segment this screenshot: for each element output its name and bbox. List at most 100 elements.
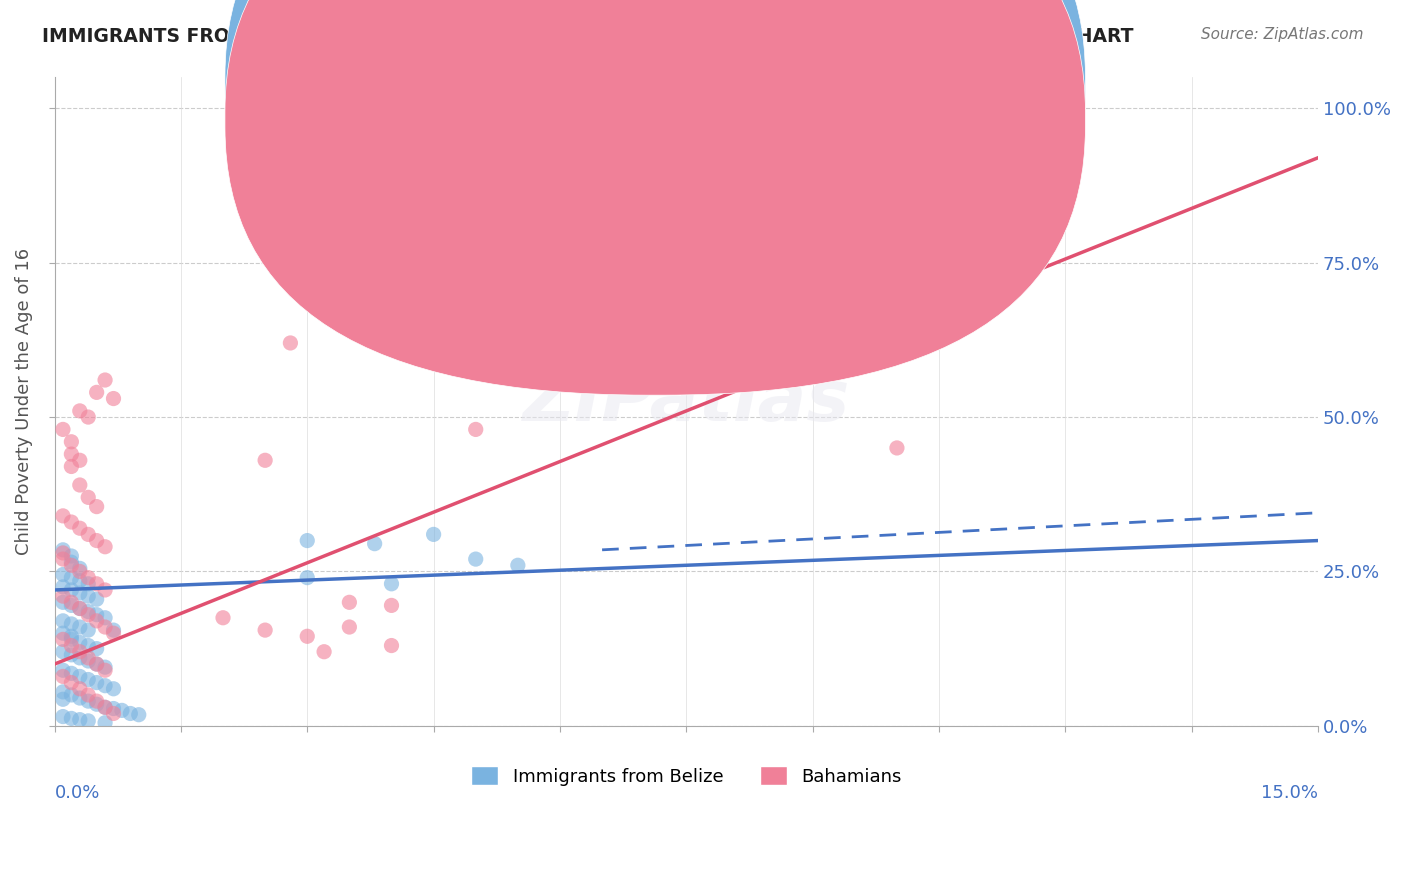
Point — [94, 582, 117, 597]
Point — [69, 574, 91, 588]
Point — [60, 666, 83, 681]
Point — [280, 335, 302, 350]
Point — [886, 441, 908, 455]
Point — [60, 549, 83, 563]
Point — [77, 576, 100, 591]
Point — [86, 500, 108, 514]
Point — [86, 641, 108, 656]
Point — [94, 620, 117, 634]
Point — [60, 595, 83, 609]
Point — [60, 599, 83, 613]
Point — [52, 595, 75, 609]
Point — [69, 561, 91, 575]
Point — [52, 567, 75, 582]
Text: Source: ZipAtlas.com: Source: ZipAtlas.com — [1201, 27, 1364, 42]
Point — [60, 675, 83, 690]
Point — [86, 592, 108, 607]
Point — [86, 533, 108, 548]
Point — [297, 533, 319, 548]
Point — [60, 447, 83, 461]
Point — [94, 663, 117, 677]
Point — [380, 639, 402, 653]
Point — [103, 706, 125, 721]
Point — [86, 697, 108, 711]
Point — [52, 542, 75, 557]
Point — [60, 555, 83, 569]
Point — [77, 571, 100, 585]
Point — [77, 605, 100, 619]
Point — [69, 620, 91, 634]
Point — [120, 706, 142, 721]
Point — [86, 657, 108, 671]
Text: 15.0%: 15.0% — [1261, 784, 1319, 802]
Point — [69, 478, 91, 492]
Point — [52, 626, 75, 640]
Point — [77, 491, 100, 505]
Point — [86, 694, 108, 708]
Point — [86, 576, 108, 591]
Point — [94, 679, 117, 693]
Text: R = 0.082   N = 66: R = 0.082 N = 66 — [668, 76, 838, 94]
Point — [52, 632, 75, 647]
Point — [69, 645, 91, 659]
Point — [60, 688, 83, 702]
Point — [52, 552, 75, 566]
Point — [60, 616, 83, 631]
Point — [77, 654, 100, 668]
Point — [60, 434, 83, 449]
Point — [69, 669, 91, 683]
Point — [77, 607, 100, 622]
Point — [69, 453, 91, 467]
Point — [52, 663, 75, 677]
Point — [103, 681, 125, 696]
Point — [94, 540, 117, 554]
Point — [60, 648, 83, 662]
Point — [52, 580, 75, 594]
Point — [94, 700, 117, 714]
Point — [103, 392, 125, 406]
Point — [94, 373, 117, 387]
Point — [77, 639, 100, 653]
Point — [128, 707, 150, 722]
Text: 0.0%: 0.0% — [55, 784, 100, 802]
Point — [52, 422, 75, 436]
Point — [111, 703, 134, 717]
Point — [60, 582, 83, 597]
Point — [69, 681, 91, 696]
Point — [69, 565, 91, 579]
Point — [297, 571, 319, 585]
Point — [69, 601, 91, 615]
Point — [60, 629, 83, 643]
Point — [94, 611, 117, 625]
Text: ZIPatlas: ZIPatlas — [523, 368, 851, 436]
Point — [77, 714, 100, 728]
Point — [69, 521, 91, 535]
Point — [506, 558, 529, 573]
Point — [94, 660, 117, 674]
Point — [94, 715, 117, 730]
Point — [60, 459, 83, 474]
Point — [314, 645, 336, 659]
Point — [69, 586, 91, 600]
Point — [60, 558, 83, 573]
Point — [77, 673, 100, 687]
Point — [363, 536, 385, 550]
Point — [297, 629, 319, 643]
Point — [380, 599, 402, 613]
Y-axis label: Child Poverty Under the Age of 16: Child Poverty Under the Age of 16 — [15, 248, 32, 555]
Point — [86, 675, 108, 690]
Point — [69, 651, 91, 665]
Point — [60, 571, 83, 585]
Point — [422, 527, 444, 541]
Point — [464, 552, 486, 566]
Point — [77, 694, 100, 708]
Point — [69, 691, 91, 706]
Point — [60, 639, 83, 653]
Point — [380, 576, 402, 591]
Point — [77, 688, 100, 702]
Point — [69, 635, 91, 649]
Point — [77, 623, 100, 637]
Point — [464, 422, 486, 436]
Point — [52, 589, 75, 603]
Point — [69, 713, 91, 727]
